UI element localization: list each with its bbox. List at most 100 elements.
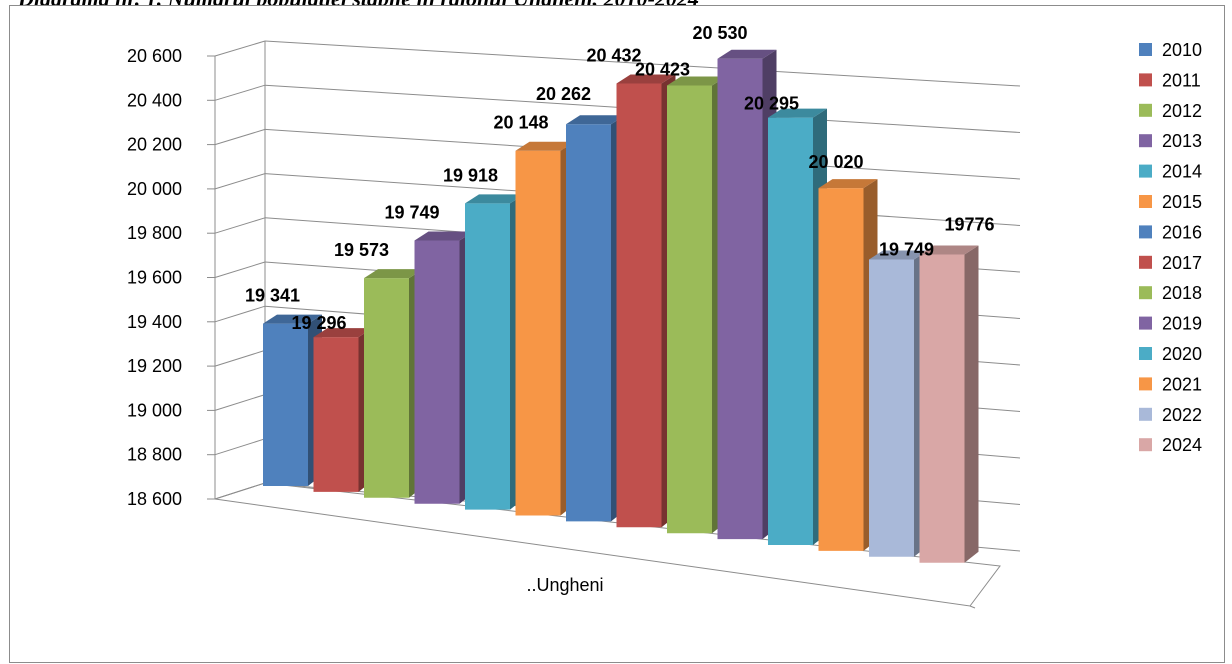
bar-front (414, 240, 460, 504)
bar-2011 (313, 328, 373, 492)
bar-2021 (818, 179, 878, 551)
legend-label: 2010 (1162, 40, 1202, 60)
bar-top (667, 76, 726, 86)
y-axis: 18 600 18 800 19 000 19 200 19 400 19 600 19 8… (127, 46, 215, 509)
bar-front (515, 150, 561, 516)
gridline-side (214, 305, 266, 323)
bar-front (717, 58, 763, 540)
bar-chart-3d: 18 600 18 800 19 000 19 200 19 400 19 600 19 8… (127, 23, 1202, 609)
gridline-side (214, 173, 266, 190)
bar-front (818, 188, 864, 551)
gridline-side (214, 261, 266, 278)
bar-top (313, 328, 373, 338)
data-label: 19 341 (245, 286, 300, 306)
bar-top (869, 250, 928, 260)
bar-top (515, 141, 575, 151)
bar-side (964, 245, 979, 563)
legend-label: 2019 (1162, 314, 1202, 334)
legend-label: 2022 (1162, 405, 1202, 425)
bar-top (919, 245, 979, 255)
y-tick-label: 20 000 (127, 179, 182, 199)
bar-2016 (566, 115, 625, 522)
legend-swatch (1139, 316, 1152, 330)
gridline-side (214, 438, 266, 456)
y-tick-label: 20 200 (127, 135, 182, 155)
data-label: 20 148 (494, 113, 549, 133)
bar-top (263, 314, 322, 324)
bar-2024 (919, 245, 979, 563)
legend-label: 2021 (1162, 374, 1202, 394)
legend-label: 2012 (1162, 101, 1202, 121)
bar-2010 (263, 314, 322, 486)
bar-2022 (869, 250, 928, 557)
y-tick-label: 20 600 (127, 46, 182, 66)
data-label: 20 530 (693, 23, 748, 43)
gridline-side (214, 84, 266, 101)
gridline (264, 40, 1021, 87)
data-label: 20 295 (744, 94, 799, 114)
bar-2014 (465, 194, 524, 510)
data-label: 19 573 (334, 240, 389, 260)
legend-label: 2013 (1162, 131, 1202, 151)
legend: 2010 2011 2012 2013 2014 2015 2016 2017 2018 2019… (1139, 40, 1202, 455)
bar-top (818, 179, 878, 189)
floor-edge (969, 605, 976, 609)
bar-front (263, 323, 308, 486)
data-label: 20 432 (587, 45, 642, 65)
legend-label: 2020 (1162, 344, 1202, 364)
legend-label: 2015 (1162, 192, 1202, 212)
gridline-side (214, 128, 266, 146)
legend-swatch (1139, 195, 1152, 208)
legend-swatch (1139, 286, 1152, 300)
bar-top (616, 74, 676, 84)
legend-label: 2018 (1162, 283, 1202, 303)
bar-top (465, 194, 524, 204)
bar-front (869, 259, 914, 557)
x-category-label: ..Ungheni (526, 575, 603, 595)
gridline-side (214, 349, 266, 367)
data-label: 20 020 (809, 152, 864, 172)
bar-top (768, 108, 827, 118)
bar-top (414, 231, 474, 241)
data-label: 19776 (945, 215, 995, 235)
legend-swatch (1139, 164, 1152, 178)
y-tick-label: 19 600 (127, 268, 182, 288)
data-label: 19 749 (385, 203, 440, 223)
legend-swatch (1139, 377, 1152, 391)
floor (214, 482, 1001, 607)
y-tick-label: 20 400 (127, 90, 182, 110)
bar-front (667, 85, 712, 534)
data-label: 20 262 (536, 84, 591, 104)
bar-2018 (667, 76, 726, 534)
data-label: 20 423 (635, 60, 690, 80)
bar-front (768, 117, 813, 545)
legend-swatch (1139, 103, 1152, 117)
bar-2020 (768, 108, 827, 545)
legend-swatch (1139, 407, 1152, 421)
legend-label: 2014 (1162, 162, 1202, 182)
y-tick-label: 19 000 (127, 400, 182, 420)
y-tick-label: 18 600 (127, 489, 182, 509)
bar-2012 (364, 269, 423, 498)
legend-label: 2011 (1162, 70, 1201, 90)
legend-label: 2024 (1162, 435, 1202, 455)
bar-top (566, 115, 625, 125)
chart-area: 18 600 18 800 19 000 19 200 19 400 19 600 19 8… (9, 5, 1225, 663)
gridline-side (214, 217, 266, 234)
legend-swatch (1139, 438, 1152, 452)
data-label: 19 749 (879, 239, 934, 259)
bar-front (364, 278, 409, 498)
legend-swatch (1139, 225, 1152, 239)
bar-2013 (414, 231, 474, 504)
bar-front (313, 337, 359, 492)
legend-swatch (1139, 73, 1152, 87)
bar-2015 (515, 141, 575, 516)
y-tick-label: 19 800 (127, 223, 182, 243)
data-label: 19 918 (443, 165, 498, 185)
legend-label: 2016 (1162, 222, 1202, 242)
gridline-side (214, 394, 266, 411)
bar-front (465, 203, 510, 510)
bar-top (364, 269, 423, 279)
y-tick-label: 19 200 (127, 356, 182, 376)
